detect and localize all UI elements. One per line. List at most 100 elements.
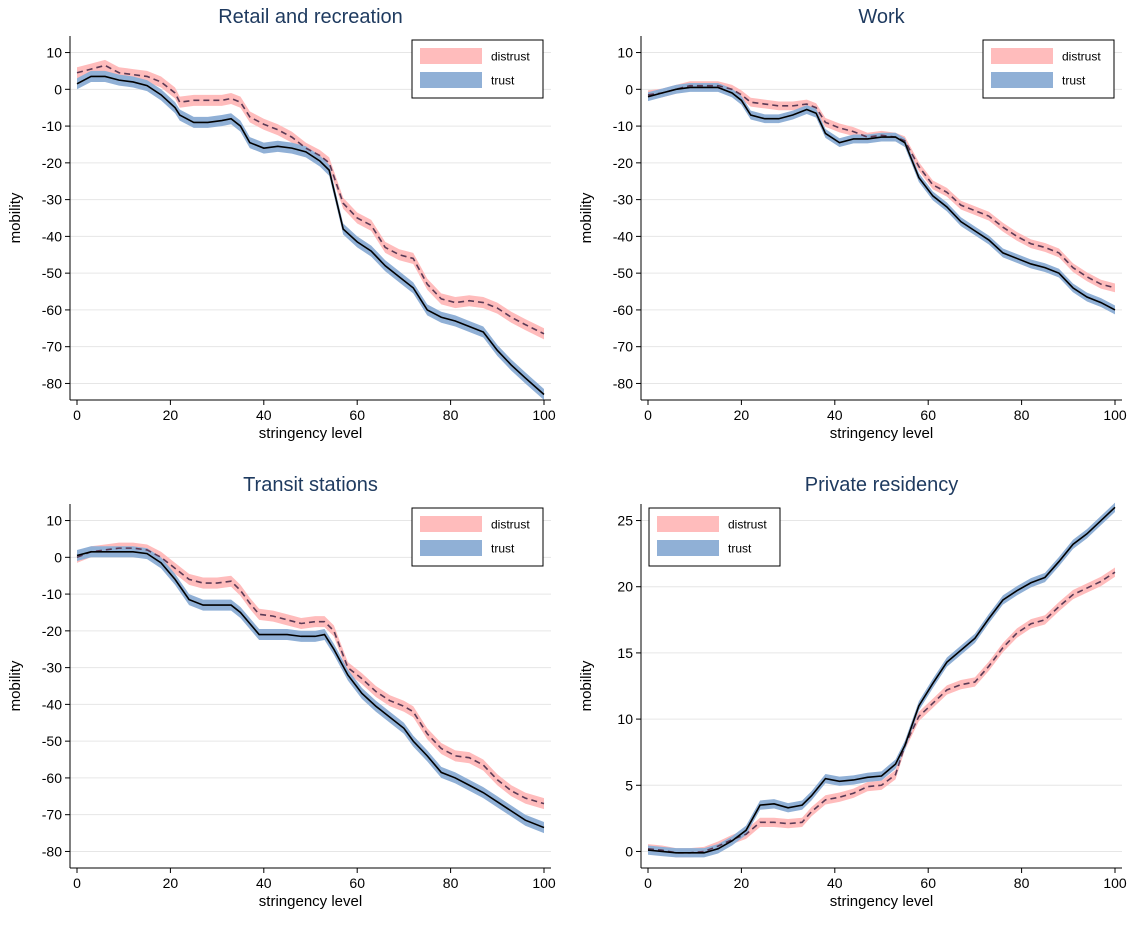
y-tick-label: -50 — [42, 265, 62, 281]
y-tick-label: -10 — [42, 118, 62, 134]
y-tick-label: 20 — [617, 579, 633, 595]
legend: distrust trust — [411, 507, 544, 567]
series-line-trust — [76, 551, 545, 829]
y-tick-label: 5 — [625, 777, 633, 793]
y-tick-label: -80 — [42, 843, 62, 859]
x-tick-label: 40 — [256, 407, 272, 423]
ci-band-distrust — [77, 59, 544, 340]
x-tick-label: 0 — [644, 407, 652, 423]
x-tick-label: 40 — [256, 875, 272, 891]
ci-band-distrust — [77, 542, 544, 810]
x-tick-label: 80 — [1014, 875, 1030, 891]
y-tick-label: 15 — [617, 645, 633, 661]
chart-work: 100-10-20-30-40-50-60-70-800 20 40 60 80 100W… — [578, 6, 1127, 442]
legend-label-trust: trust — [728, 542, 752, 556]
legend-label-trust: trust — [491, 542, 515, 556]
ci-band-trust — [77, 70, 544, 401]
legend-swatch-trust — [420, 72, 482, 88]
x-tick-label: 20 — [163, 875, 179, 891]
legend-swatch-trust — [420, 540, 482, 556]
x-tick-label: 20 — [734, 875, 750, 891]
legend-swatch-distrust — [420, 516, 482, 532]
x-tick-label: 40 — [827, 407, 843, 423]
panel-retail-and-recreation: 10 0 -10 -20 -30 -40 -50 -60 -70 -80 0 20 40 60 80 100 R… — [0, 0, 571, 468]
panel-work: 10 0 -10 -20 -30 -40 -50 -60 -70 -80 0 20 40 60 80 100 W… — [571, 0, 1142, 468]
y-tick-label: -60 — [613, 302, 633, 318]
chart-title: Retail and recreation — [218, 6, 403, 28]
x-tick-label: 80 — [1014, 407, 1030, 423]
x-tick-label: 20 — [734, 407, 750, 423]
legend-label-distrust: distrust — [491, 50, 530, 64]
y-tick-label: -30 — [42, 660, 62, 676]
y-tick-label: -30 — [613, 192, 633, 208]
y-axis-label: mobility — [7, 192, 24, 243]
x-tick-label: 100 — [532, 407, 556, 423]
y-tick-label: 0 — [54, 81, 62, 97]
x-tick-label: 60 — [920, 875, 936, 891]
y-tick-label: -70 — [42, 339, 62, 355]
legend-swatch-trust — [657, 540, 719, 556]
chart-title: Work — [858, 6, 905, 28]
series-line-distrust — [76, 547, 545, 805]
y-tick-label: -80 — [613, 375, 633, 391]
legend: distrust trust — [982, 39, 1115, 99]
y-tick-label: 0 — [54, 549, 62, 565]
y-tick-label: -30 — [42, 192, 62, 208]
y-tick-label: -60 — [42, 770, 62, 786]
y-tick-label: -60 — [42, 302, 62, 318]
legend-label-distrust: distrust — [728, 518, 767, 532]
y-tick-label: -50 — [613, 265, 633, 281]
series-line-distrust — [76, 64, 545, 335]
series-line-distrust — [647, 84, 1116, 289]
y-axis-label: mobility — [7, 660, 24, 711]
ci-band-trust — [77, 546, 544, 834]
series-line-trust — [76, 75, 545, 396]
chart-transit-stations: 100-10-20-30-40-50-60-70-800 20 40 60 80 100T… — [7, 474, 556, 910]
y-tick-label: 10 — [46, 513, 62, 529]
x-tick-label: 80 — [443, 875, 459, 891]
chart-title: Private residency — [805, 474, 958, 496]
series-line-distrust — [647, 571, 1116, 854]
ci-band-distrust — [648, 81, 1115, 293]
ci-band-distrust — [648, 567, 1115, 858]
y-tick-label: -40 — [613, 228, 633, 244]
y-tick-label: 10 — [46, 45, 62, 61]
legend-label-distrust: distrust — [1062, 50, 1101, 64]
x-tick-label: 0 — [644, 875, 652, 891]
y-tick-label: 10 — [617, 45, 633, 61]
y-tick-label: -50 — [42, 733, 62, 749]
x-tick-label: 20 — [163, 407, 179, 423]
y-tick-label: -10 — [613, 118, 633, 134]
legend-label-trust: trust — [491, 74, 515, 88]
x-axis-label: stringency level — [830, 425, 933, 442]
y-tick-label: -10 — [42, 586, 62, 602]
x-axis-label: stringency level — [259, 425, 362, 442]
legend: distrust trust — [411, 39, 544, 99]
legend-label-distrust: distrust — [491, 518, 530, 532]
panel-transit-stations: 10 0 -10 -20 -30 -40 -50 -60 -70 -80 0 20 40 60 80 100 T… — [0, 468, 571, 936]
series-line-trust — [647, 506, 1116, 854]
y-axis-label: mobility — [578, 660, 595, 711]
chart-private-residency: 25 20 15 10 5 00 20 40 60 80 100 Private residency s… — [578, 474, 1127, 910]
y-tick-label: 0 — [625, 81, 633, 97]
y-tick-label: -20 — [42, 623, 62, 639]
y-tick-label: -70 — [613, 339, 633, 355]
x-tick-label: 80 — [443, 407, 459, 423]
chart-retail-and-recreation: 100-10-20-30-40-50-60-70-800 20 40 60 80 100R… — [7, 6, 556, 442]
y-axis-label: mobility — [578, 192, 595, 243]
x-axis-label: stringency level — [830, 893, 933, 910]
x-tick-label: 100 — [532, 875, 556, 891]
y-tick-label: -20 — [42, 155, 62, 171]
panel-private-residency: 25 20 15 10 5 0 0 20 40 60 80 100 Private residency s… — [571, 468, 1142, 936]
x-tick-label: 60 — [349, 875, 365, 891]
y-tick-label: -70 — [42, 807, 62, 823]
legend: distrust trust — [648, 507, 781, 567]
x-tick-label: 100 — [1103, 875, 1127, 891]
x-tick-label: 100 — [1103, 407, 1127, 423]
y-tick-label: -40 — [42, 228, 62, 244]
y-tick-label: -20 — [613, 155, 633, 171]
legend-swatch-distrust — [657, 516, 719, 532]
y-tick-label: -40 — [42, 696, 62, 712]
legend-swatch-distrust — [420, 48, 482, 64]
